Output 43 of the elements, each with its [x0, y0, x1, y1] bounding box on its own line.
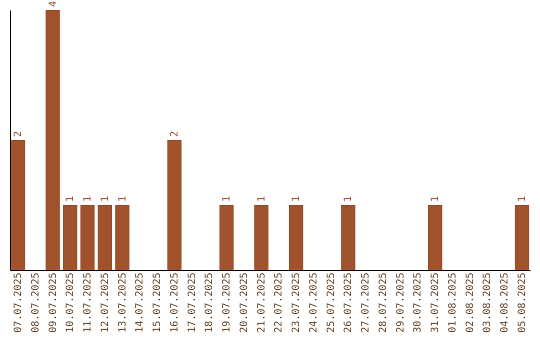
x-tick-label: 12.07.2025	[100, 272, 111, 333]
data-label: 1	[517, 196, 528, 202]
x-tick-label: 23.07.2025	[291, 272, 302, 333]
x-tick-label: 16.07.2025	[169, 272, 180, 333]
x-tick-label: 14.07.2025	[134, 272, 146, 333]
x-tick-label: 03.08.2025	[482, 272, 494, 333]
x-tick-label: 02.08.2025	[464, 272, 476, 333]
data-label: 1	[117, 196, 128, 202]
x-tick-label: 30.07.2025	[412, 272, 424, 333]
x-tick-label: 15.07.2025	[152, 272, 164, 333]
data-label: 1	[82, 196, 94, 202]
x-tick-label: 21.07.2025	[256, 272, 268, 333]
x-tick-label: 24.07.2025	[308, 272, 320, 333]
data-label: 4	[48, 0, 59, 7]
data-label: 1	[100, 196, 111, 202]
x-tick-label: 18.07.2025	[204, 272, 216, 333]
x-tick-label: 25.07.2025	[326, 272, 337, 333]
x-tick-label: 31.07.2025	[430, 272, 442, 333]
x-tick-label: 19.07.2025	[222, 272, 233, 333]
x-tick-label: 08.07.2025	[30, 272, 42, 333]
data-label: 1	[65, 196, 76, 202]
data-label: 2	[169, 130, 180, 137]
data-label: 1	[222, 196, 233, 202]
data-label: 1	[291, 196, 302, 202]
x-tick-label: 07.07.2025	[12, 272, 24, 333]
x-tick-label: 13.07.2025	[117, 272, 128, 333]
x-tick-label: 05.08.2025	[517, 272, 528, 333]
x-tick-label: 10.07.2025	[65, 272, 76, 333]
x-tick-label: 20.07.2025	[238, 272, 250, 333]
x-tick-label: 26.07.2025	[343, 272, 354, 333]
x-tick-label: 17.07.2025	[186, 272, 198, 333]
x-tick-label: 09.07.2025	[48, 272, 59, 333]
x-tick-label: 29.07.2025	[395, 272, 406, 333]
x-tick-label: 28.07.2025	[378, 272, 389, 333]
x-tick-label: 22.07.2025	[274, 272, 285, 333]
data-label: 2	[12, 130, 24, 137]
x-tick-label: 04.08.2025	[500, 272, 511, 333]
data-label: 1	[430, 196, 442, 202]
data-label: 1	[343, 196, 354, 202]
x-tick-label: 01.08.2025	[447, 272, 458, 333]
x-tick-label: 11.07.2025	[82, 272, 94, 333]
x-tick-label: 27.07.2025	[360, 272, 372, 333]
data-label: 1	[256, 196, 268, 202]
